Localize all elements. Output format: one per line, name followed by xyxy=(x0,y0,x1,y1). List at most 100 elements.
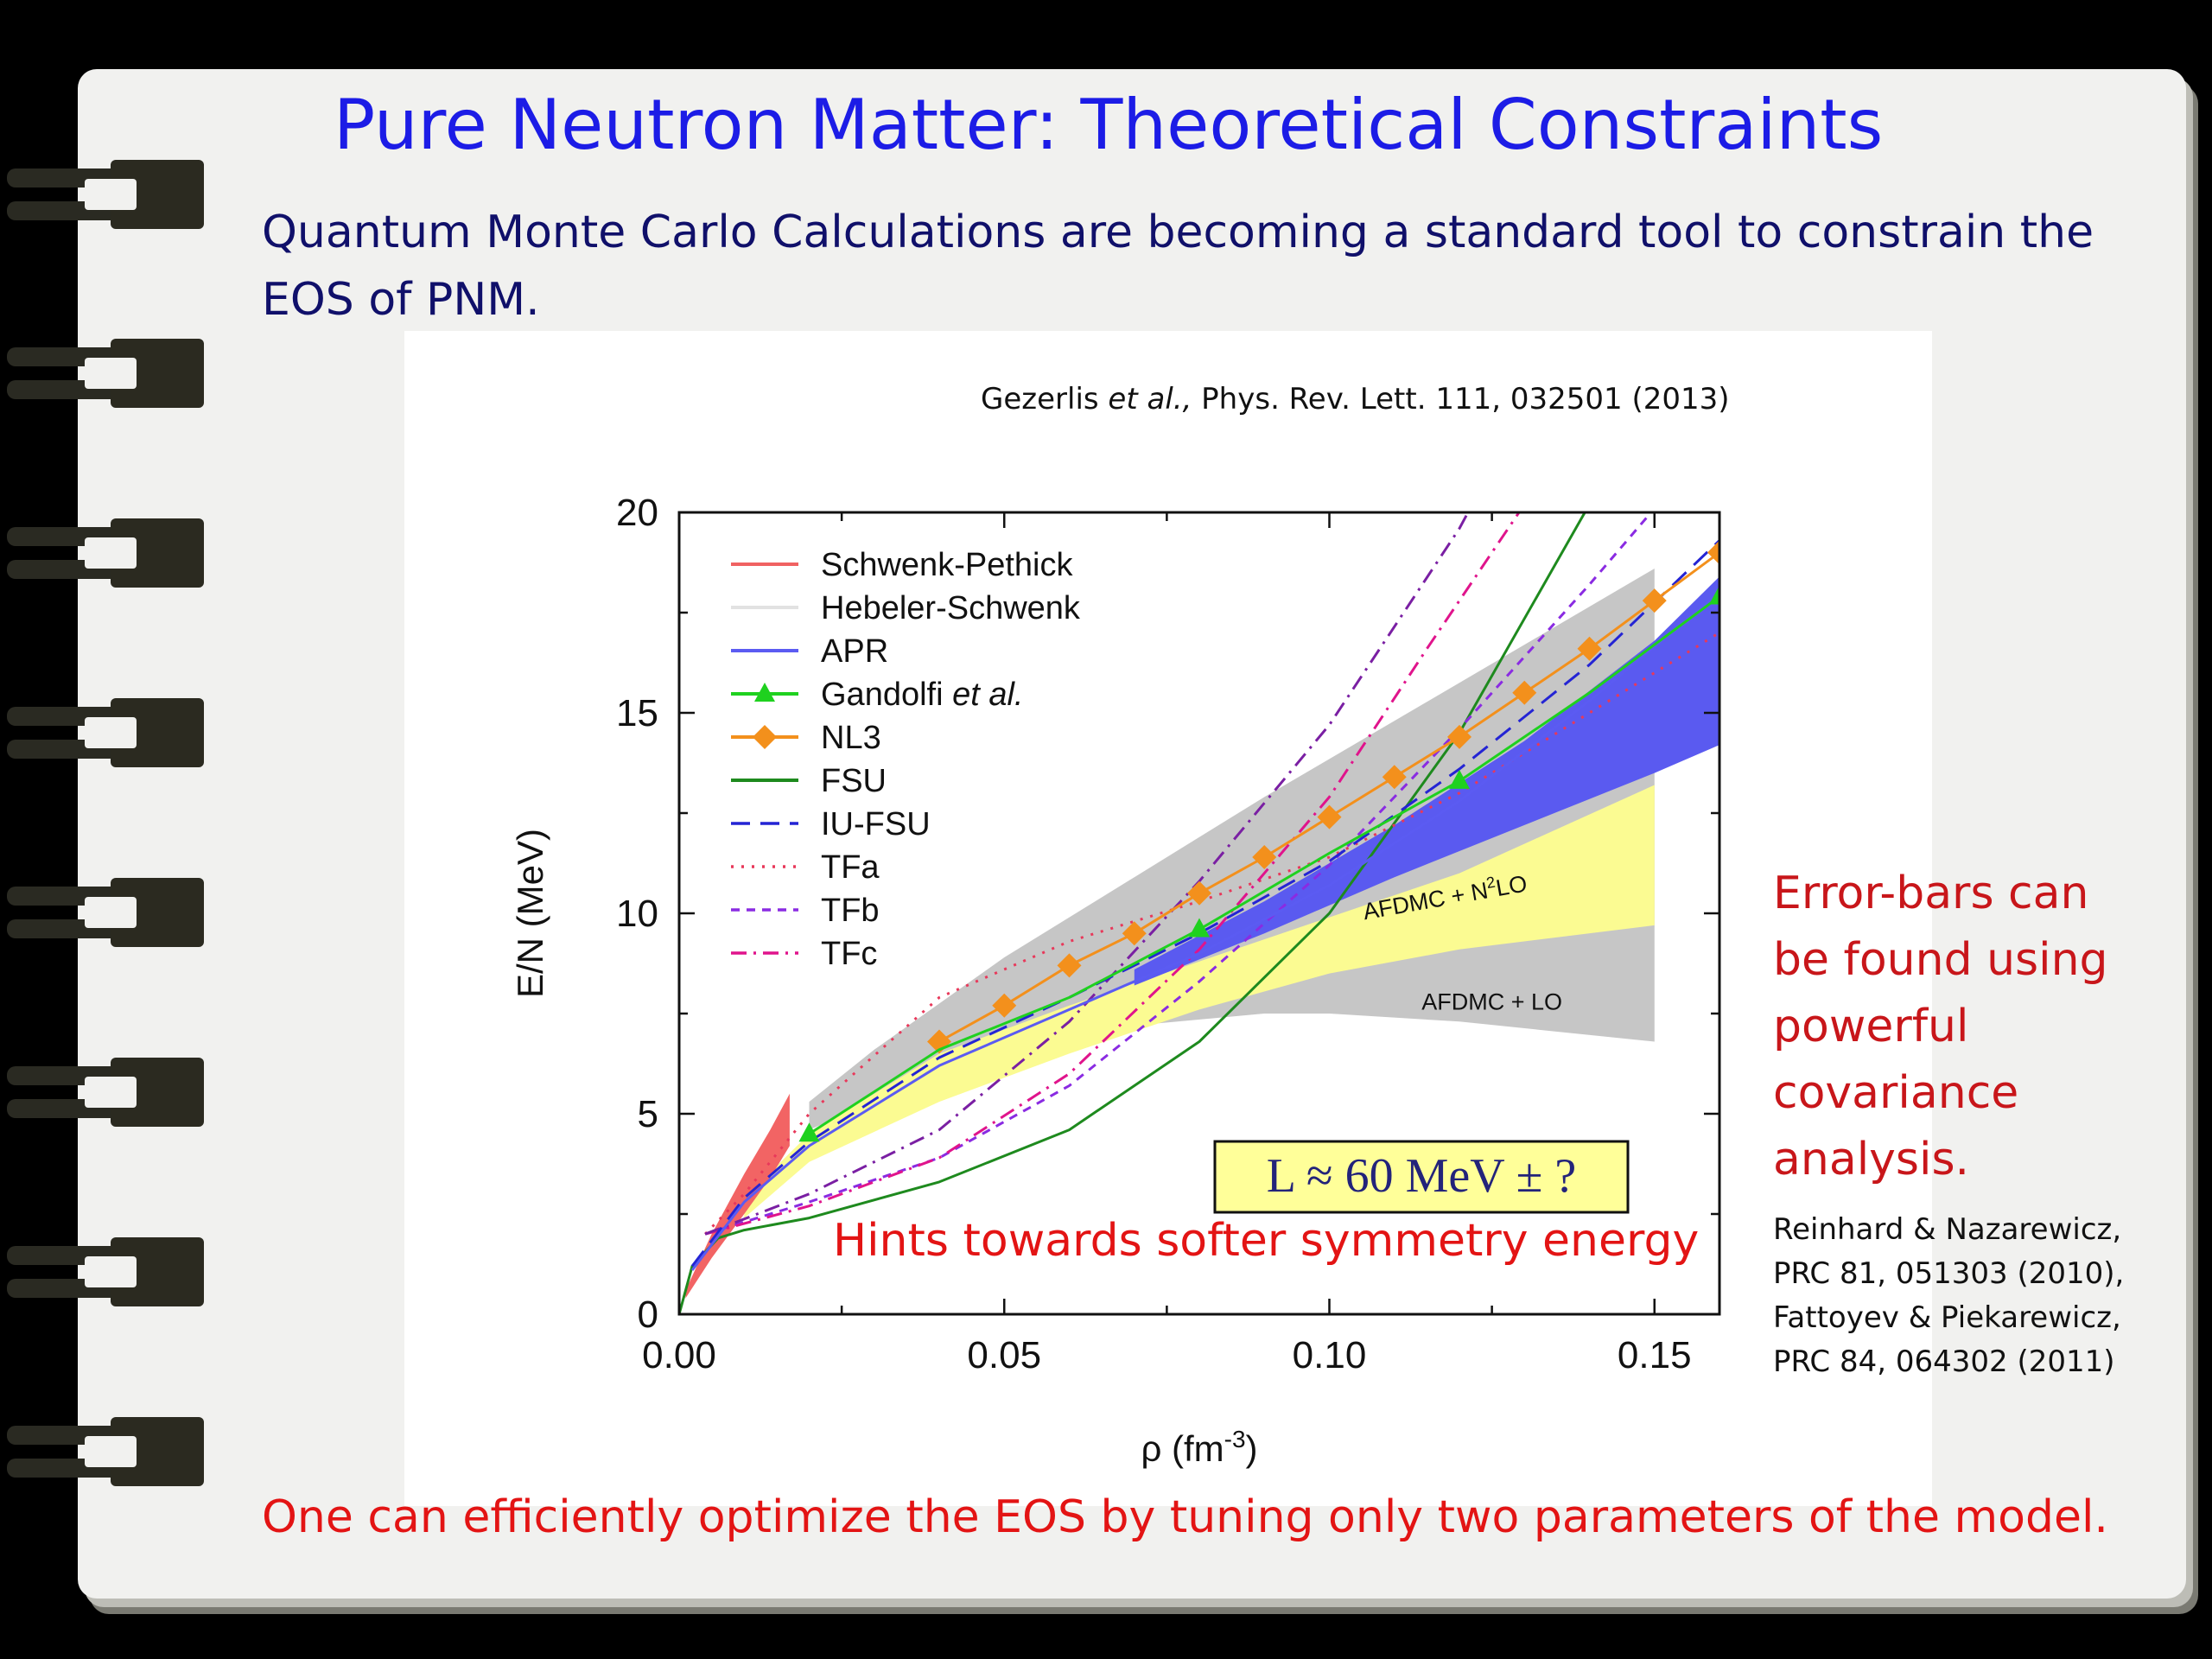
citation-journal: Phys. Rev. Lett. 111, 032501 (2013) xyxy=(1192,382,1730,416)
binder-ring-part xyxy=(85,897,137,928)
binder-ring-part xyxy=(85,1256,137,1287)
legend-label: Gandolfi et al. xyxy=(821,677,1023,713)
nl3-marker xyxy=(1187,880,1211,906)
legend-label-text: TFc xyxy=(821,936,877,972)
nl3-marker xyxy=(1447,724,1471,749)
band-apr-band xyxy=(1134,576,1719,986)
gandolfi-marker xyxy=(1449,769,1470,789)
series-line-gandolfi-et-al- xyxy=(808,595,1719,1135)
legend-label: TFc xyxy=(821,936,877,972)
series-line-tfc xyxy=(704,512,1521,1236)
binder-ring xyxy=(7,1237,204,1306)
references: Reinhard & Nazarewicz, PRC 81, 051303 (2… xyxy=(1773,1208,2188,1384)
reference-line: PRC 84, 064302 (2011) xyxy=(1773,1344,2115,1379)
citation-et-al: et al., xyxy=(1108,382,1192,416)
band-label-end: LO xyxy=(1494,870,1529,901)
binder-ring xyxy=(7,698,204,767)
reference-line: PRC 81, 051303 (2010), xyxy=(1773,1256,2125,1291)
x-axis-label: ρ (fm-3) xyxy=(1141,1426,1257,1469)
binder-ring-part xyxy=(85,358,137,389)
binder-ring-part xyxy=(85,717,137,748)
reference-line: Reinhard & Nazarewicz, xyxy=(1773,1212,2122,1247)
binder-ring-part xyxy=(85,1077,137,1108)
binder-ring xyxy=(7,1058,204,1127)
legend-marker xyxy=(754,683,775,702)
x-tick-label: 0.00 xyxy=(642,1334,716,1376)
slope-formula: L ≈ 60 MeV ± ? xyxy=(1267,1149,1577,1203)
citation-author: Gezerlis xyxy=(981,382,1109,416)
reference-line: Fattoyev & Piekarewicz, xyxy=(1773,1300,2121,1335)
band-afdmc-n-lo xyxy=(744,785,1655,1218)
x-tick-label: 0.15 xyxy=(1618,1334,1692,1376)
legend-label: IU-FSU xyxy=(821,806,931,842)
series-line-apr xyxy=(690,591,1719,1271)
intro-text: Quantum Monte Carlo Calculations are bec… xyxy=(262,207,2094,326)
binder-ring xyxy=(7,160,204,229)
series-line-tfc-purple- xyxy=(704,512,1470,1236)
nl3-marker xyxy=(1707,540,1719,565)
nl3-marker xyxy=(1382,765,1407,790)
x-axis-label-sup: -3 xyxy=(1224,1426,1246,1452)
gandolfi-marker xyxy=(1709,585,1719,605)
figure-panel: AFDMC + N2LO AFDMC + LO 0.00 0.05 0.10 0.15 0 5… xyxy=(404,331,1932,1506)
x-axis-label-end: ) xyxy=(1246,1428,1258,1469)
gandolfi-marker xyxy=(1189,918,1210,938)
nl3-marker xyxy=(1122,921,1147,946)
y-tick-label: 20 xyxy=(616,492,658,534)
gandolfi-marker xyxy=(798,1122,820,1142)
nl3-marker xyxy=(1252,845,1277,870)
y-tick-label: 10 xyxy=(616,893,658,935)
legend-label-italic: et al. xyxy=(952,677,1023,713)
binder-ring-part xyxy=(85,1436,137,1467)
plot-area xyxy=(679,512,1719,1314)
figure-citation: Gezerlis et al., Phys. Rev. Lett. 111, 0… xyxy=(981,382,1730,416)
y-tick-label: 5 xyxy=(638,1093,658,1135)
binder-ring xyxy=(7,339,204,408)
legend-label: Hebeler-Schwenk xyxy=(821,590,1081,626)
band-label-sup: 2 xyxy=(1485,874,1497,892)
legend-label: TFb xyxy=(821,893,880,929)
binder-ring-part xyxy=(85,537,137,569)
legend-label-text: NL3 xyxy=(821,720,881,756)
legend-label-text: FSU xyxy=(821,763,887,799)
legend-label: FSU xyxy=(821,763,887,799)
series-line-iu-fsu xyxy=(690,539,1719,1268)
formula-box xyxy=(1213,1140,1630,1214)
legend-label-text: Schwenk-Pethick xyxy=(821,547,1073,583)
binder-ring xyxy=(7,878,204,947)
legend-label-text: Gandolfi xyxy=(821,677,952,713)
nl3-marker xyxy=(1577,636,1602,661)
legend-label-text: IU-FSU xyxy=(821,806,931,842)
x-axis-label-text: ρ (fm xyxy=(1141,1428,1224,1469)
legend-label-text: APR xyxy=(821,633,888,670)
y-tick-label: 15 xyxy=(616,692,658,734)
binder-ring xyxy=(7,518,204,588)
y-axis-label: E/N (MeV) xyxy=(510,829,550,998)
nl3-marker xyxy=(992,993,1017,1018)
nl3-marker xyxy=(1642,588,1667,613)
legend-label-text: TFb xyxy=(821,893,880,929)
nl3-marker xyxy=(1057,953,1082,978)
nl3-marker xyxy=(1317,804,1342,830)
slide-title: Pure Neutron Matter: Theoretical Constra… xyxy=(334,85,1884,165)
x-tick-label: 0.05 xyxy=(967,1334,1041,1376)
error-bars-note: Error-bars can be found using powerful c… xyxy=(1773,868,2108,1185)
hint-text: Hints towards softer symmetry energy xyxy=(833,1215,1699,1267)
band-schwenk-pethick-band xyxy=(685,1093,790,1299)
band-afdmc-lo xyxy=(809,569,1655,1130)
x-tick-label: 0.10 xyxy=(1293,1334,1367,1376)
legend-label-text: TFa xyxy=(821,849,880,886)
legend-label: APR xyxy=(821,633,888,670)
series-line-tfb xyxy=(704,512,1653,1236)
legend-marker xyxy=(753,725,777,749)
legend-label: Schwenk-Pethick xyxy=(821,547,1073,583)
binder-ring xyxy=(7,1417,204,1486)
legend-label: TFa xyxy=(821,849,880,886)
nl3-marker xyxy=(1512,680,1537,705)
legend-label-text: Hebeler-Schwenk xyxy=(821,590,1081,626)
y-tick-label: 0 xyxy=(638,1294,658,1336)
legend-label: NL3 xyxy=(821,720,881,756)
band-label: AFDMC + LO xyxy=(1421,988,1562,1014)
band-label-text: AFDMC + LO xyxy=(1421,988,1562,1014)
